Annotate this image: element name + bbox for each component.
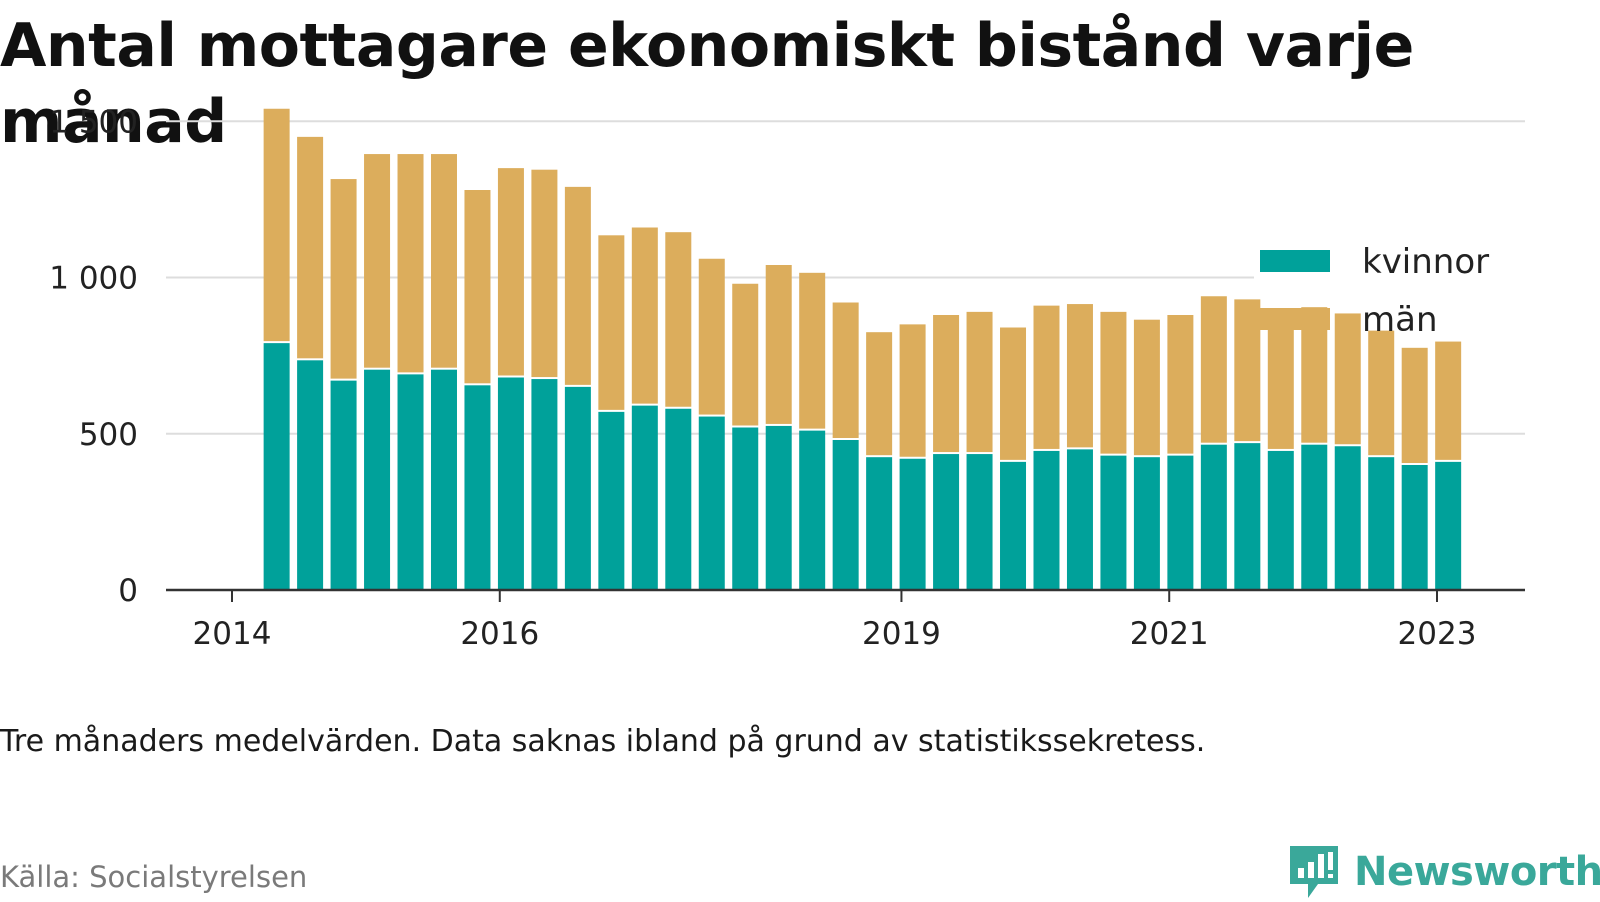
legend: kvinnor män [1254,160,1574,340]
bar-kvinnor [1133,457,1160,590]
bar-kvinnor [531,379,558,590]
bar-kvinnor [364,369,391,590]
bar-man [598,235,625,410]
bar-man [1000,327,1027,460]
bar-kvinnor [263,343,290,590]
bar-kvinnor [1033,450,1060,590]
bar-kvinnor [1100,455,1127,590]
bar-man [1167,315,1194,454]
source-credit: Källa: Socialstyrelsen [0,860,308,894]
bar-kvinnor [1234,443,1261,590]
bar-kvinnor [799,430,826,590]
bar-man [665,232,692,407]
x-axis: 2014 2016 2019 2021 2023 [166,588,1525,652]
stacked-bar-chart: 0 500 1 000 1 500 2014 2016 2019 2021 2023 kvin… [49,104,1574,652]
bar-kvinnor [464,385,491,590]
bar-kvinnor [1000,461,1027,590]
x-tick-label: 2021 [1130,616,1209,652]
bar-kvinnor [297,360,324,590]
bar-man [698,258,725,415]
bar-kvinnor [1334,446,1361,590]
bar-man [263,108,290,342]
bar-man [430,154,457,368]
bar-kvinnor [564,386,591,590]
bar-kvinnor [665,408,692,590]
bar-man [1200,296,1227,443]
bar-man [631,227,658,404]
bar-kvinnor [1435,461,1462,590]
bar-man [497,168,524,376]
bar-man [1267,316,1294,449]
brand-name: Newsworthy [1354,849,1600,895]
bar-kvinnor [1368,457,1395,590]
y-axis-tick-labels: 0 500 1 000 1 500 [49,104,138,609]
bar-man [1401,347,1428,463]
y-tick-label: 1 000 [49,261,138,297]
bar-kvinnor [1066,449,1093,590]
bar-man [899,324,926,457]
bar-man [1334,313,1361,445]
bar-man [464,190,491,384]
bar-kvinnor [832,440,859,590]
bar-man [531,169,558,378]
legend-swatch-man [1260,308,1330,330]
x-tick-label: 2016 [460,616,539,652]
bar-kvinnor [1167,455,1194,590]
x-tick-label: 2023 [1398,616,1477,652]
bar-man [1435,341,1462,460]
legend-label-man: män [1362,300,1438,340]
bar-kvinnor [1200,444,1227,590]
bar-man [364,154,391,368]
bar-man [765,265,792,424]
bars [263,108,1462,590]
bar-kvinnor [1267,450,1294,590]
bar-man [1368,330,1395,456]
bar-man [330,179,357,379]
bar-kvinnor [698,416,725,590]
bar-kvinnor [598,411,625,590]
bar-man [832,302,859,438]
legend-label-kvinnor: kvinnor [1362,242,1489,282]
newsworthy-logo: Newsworthy [1288,842,1600,902]
bar-man [966,311,993,453]
bar-man [297,136,324,359]
bar-kvinnor [866,457,893,590]
bar-kvinnor [430,369,457,590]
bar-man [732,283,759,426]
bar-man [1133,319,1160,456]
bar-man [799,272,826,429]
bar-man [1066,304,1093,448]
bar-man [1234,299,1261,442]
bar-kvinnor [397,374,424,590]
bar-man [866,332,893,456]
y-tick-label: 0 [118,573,138,609]
bar-man [397,154,424,373]
bar-kvinnor [1401,465,1428,590]
bar-kvinnor [933,454,960,590]
legend-swatch-kvinnor [1260,250,1330,272]
bar-man [933,315,960,453]
bar-man [1100,311,1127,454]
bar-kvinnor [330,380,357,590]
bar-man [1033,305,1060,449]
bar-kvinnor [732,427,759,590]
x-tick-label: 2014 [193,616,272,652]
chart-note: Tre månaders medelvärden. Data saknas ib… [0,724,1206,759]
bar-kvinnor [765,425,792,590]
bar-kvinnor [1301,444,1328,590]
bar-kvinnor [899,458,926,590]
y-tick-label: 1 500 [49,104,138,140]
x-tick-label: 2019 [862,616,941,652]
bar-man [564,186,591,385]
bar-kvinnor [497,377,524,590]
bar-kvinnor [966,454,993,590]
y-tick-label: 500 [79,417,138,453]
bar-kvinnor [631,405,658,590]
newsworthy-icon [1290,846,1338,898]
